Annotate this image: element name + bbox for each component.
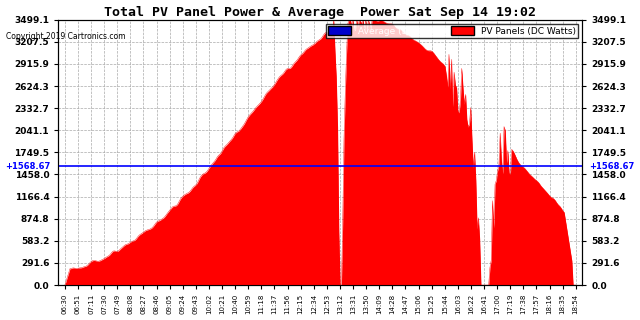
Legend: Average (DC Watts), PV Panels (DC Watts): Average (DC Watts), PV Panels (DC Watts) [326,24,578,37]
Text: Copyright 2019 Cartronics.com: Copyright 2019 Cartronics.com [6,32,126,41]
Text: +1568.67: +1568.67 [589,162,634,171]
Text: +1568.67: +1568.67 [6,162,51,171]
Title: Total PV Panel Power & Average  Power Sat Sep 14 19:02: Total PV Panel Power & Average Power Sat… [104,5,536,19]
